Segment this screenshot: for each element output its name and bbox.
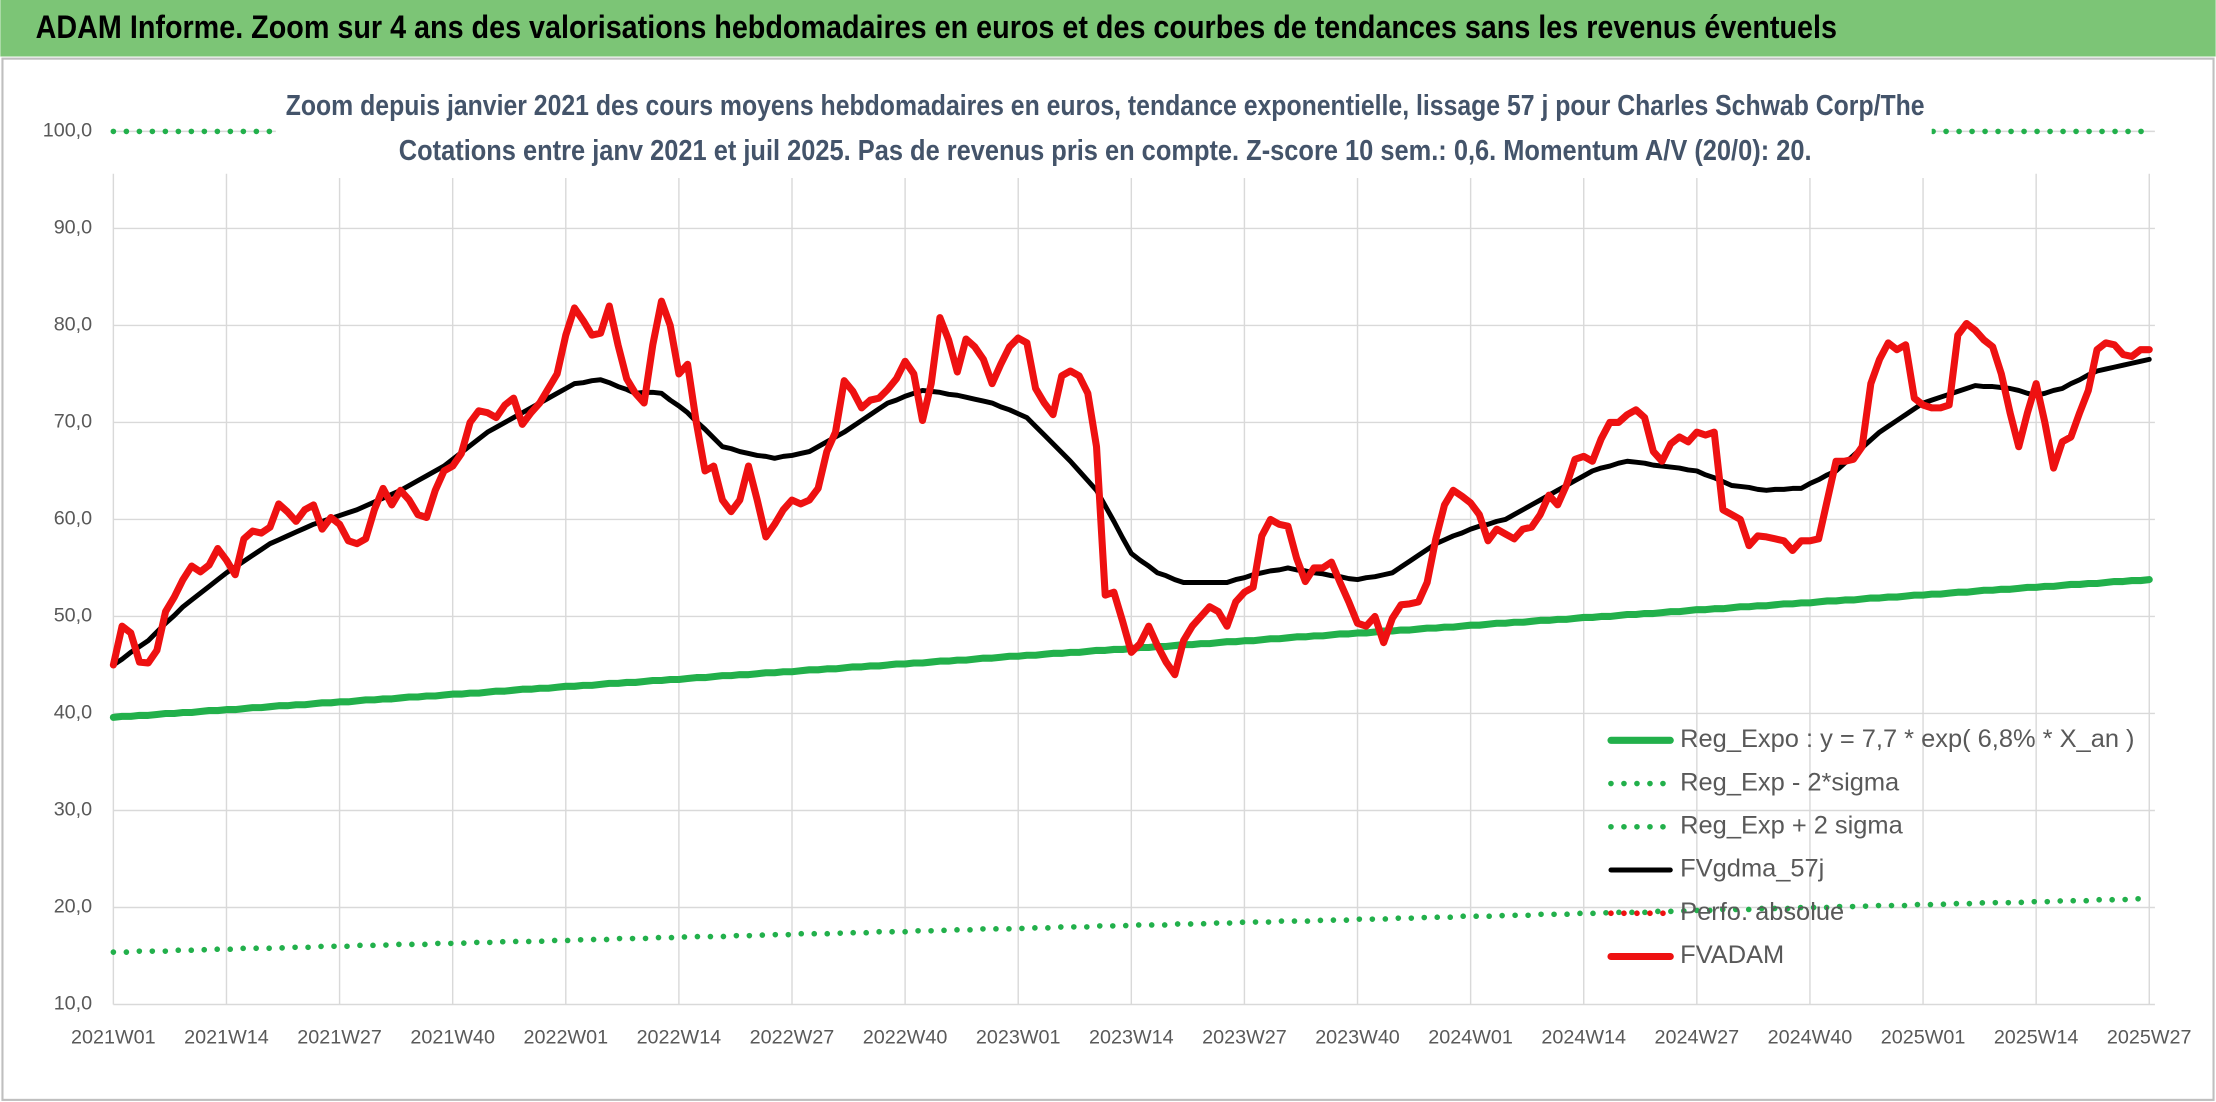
x-tick-label: 2022W40 (863, 1027, 948, 1049)
y-tick-label: 90,0 (54, 217, 92, 239)
chart-title: Zoom depuis janvier 2021 des cours moyen… (286, 89, 1925, 121)
legend-label: FVADAM (1680, 941, 1784, 969)
banner-bar (0, 0, 2216, 57)
x-tick-label: 2025W14 (1994, 1027, 2079, 1049)
legend-label: Reg_Exp + 2 sigma (1680, 812, 1903, 840)
x-tick-label: 2022W01 (523, 1027, 608, 1049)
y-tick-label: 70,0 (54, 411, 92, 433)
x-tick-label: 2024W40 (1768, 1027, 1853, 1049)
y-tick-label: 100,0 (43, 120, 92, 142)
x-tick-label: 2022W14 (637, 1027, 722, 1049)
legend-label: Reg_Expo : y = 7,7 * exp( 6,8% * X_an ) (1680, 725, 2134, 753)
x-tick-label: 2021W01 (71, 1027, 156, 1049)
y-tick-label: 10,0 (54, 993, 92, 1015)
series-line (110, 895, 2153, 955)
x-tick-label: 2024W14 (1541, 1027, 1626, 1049)
chart-subtitle: Cotations entre janv 2021 et juil 2025. … (399, 134, 1812, 166)
y-tick-label: 40,0 (54, 702, 92, 724)
y-tick-label: 20,0 (54, 896, 92, 918)
series-line (110, 356, 2152, 668)
y-tick-label: 80,0 (54, 314, 92, 336)
y-tick-label: 50,0 (54, 605, 92, 627)
y-tick-label: 60,0 (54, 508, 92, 530)
x-tick-label: 2021W14 (184, 1027, 269, 1049)
series-line (109, 297, 2153, 679)
x-tick-label: 2024W27 (1655, 1027, 1740, 1049)
x-tick-label: 2025W01 (1881, 1027, 1966, 1049)
x-tick-label: 2023W27 (1202, 1027, 1287, 1049)
x-tick-label: 2024W01 (1428, 1027, 1513, 1049)
title-box (275, 81, 1932, 179)
y-tick-label: 30,0 (54, 799, 92, 821)
legend-label: Reg_Exp - 2*sigma (1680, 768, 1900, 796)
chart-frame (1, 57, 2215, 1101)
legend-label: FVgdma_57j (1680, 855, 1824, 883)
plot-area: 10,0 20,0 30,0 40,0 50,0 60,0 70,0 80,0 90,0 100,… (43, 120, 2192, 1049)
legend: Reg_Expo : y = 7,7 * exp( 6,8% * X_an ) R… (1607, 725, 2135, 969)
x-tick-label: 2025W27 (2107, 1027, 2192, 1049)
x-tick-label: 2022W27 (750, 1027, 835, 1049)
x-tick-label: 2023W40 (1315, 1027, 1400, 1049)
x-tick-label: 2023W01 (976, 1027, 1061, 1049)
x-tick-label: 2023W14 (1089, 1027, 1174, 1049)
legend-label: Perfo. absolue (1680, 898, 1844, 926)
x-tick-label: 2021W27 (297, 1027, 382, 1049)
banner-title: ADAM Informe. Zoom sur 4 ans des valoris… (36, 9, 1837, 45)
x-tick-label: 2021W40 (410, 1027, 495, 1049)
